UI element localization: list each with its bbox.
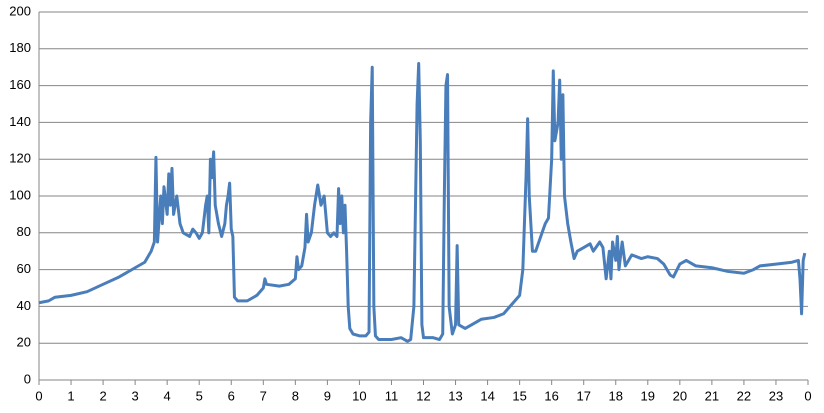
x-tick-label: 11 [385, 388, 399, 403]
x-tick-label: 6 [228, 388, 235, 403]
x-tick-label: 20 [673, 388, 687, 403]
x-tick-label: 12 [416, 388, 430, 403]
x-tick-label: 23 [769, 388, 783, 403]
y-tick-label: 60 [17, 261, 31, 276]
y-tick-label: 200 [9, 3, 31, 18]
x-tick-label: 2 [99, 388, 106, 403]
x-tick-label: 18 [609, 388, 623, 403]
x-tick-label: 21 [705, 388, 719, 403]
x-tick-label: 10 [352, 388, 366, 403]
x-tick-label: 0 [804, 388, 811, 403]
x-tick-label: 22 [737, 388, 751, 403]
x-tick-label: 15 [512, 388, 526, 403]
x-tick-label: 14 [480, 388, 494, 403]
data-line [38, 62, 807, 343]
x-tick-label: 0 [35, 388, 42, 403]
x-tick-label: 5 [196, 388, 203, 403]
y-tick-label: 100 [9, 187, 31, 202]
x-tick-label: 13 [448, 388, 462, 403]
y-tick-label: 140 [9, 114, 31, 129]
x-tick-label: 9 [324, 388, 331, 403]
y-tick-label: 160 [9, 77, 31, 92]
y-tick-label: 80 [17, 224, 31, 239]
y-tick-label: 120 [9, 151, 31, 166]
y-tick-label: 0 [24, 371, 31, 386]
x-tick-label: 17 [576, 388, 590, 403]
x-tick-label: 7 [260, 388, 267, 403]
y-tick-label: 20 [17, 335, 31, 350]
x-tick-label: 4 [164, 388, 171, 403]
x-tick-label: 19 [641, 388, 655, 403]
x-tick-label: 3 [132, 388, 139, 403]
y-tick-label: 40 [17, 298, 31, 313]
y-tick-label: 180 [9, 40, 31, 55]
x-tick-label: 8 [292, 388, 299, 403]
x-tick-label: 1 [67, 388, 74, 403]
x-tick-label: 16 [544, 388, 558, 403]
